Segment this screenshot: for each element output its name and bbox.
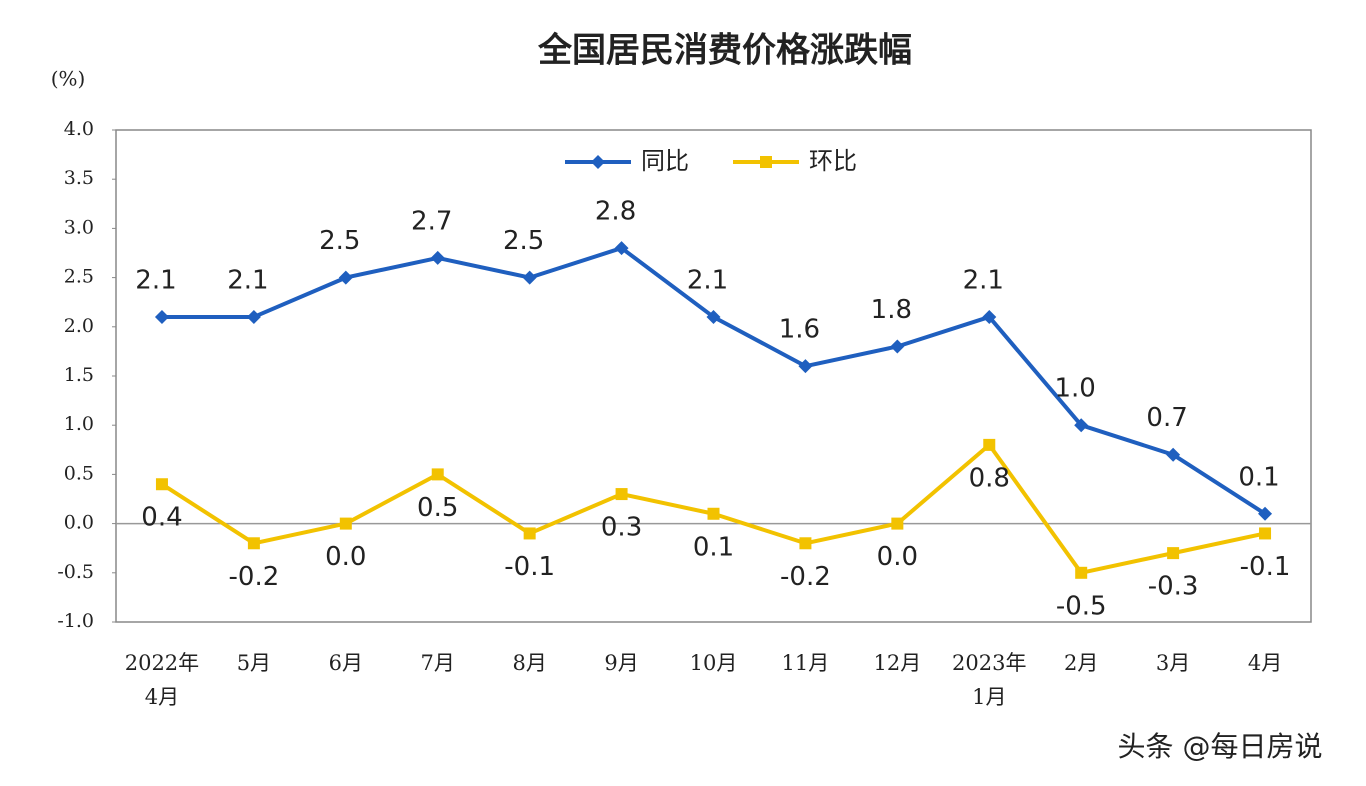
marker bbox=[339, 517, 352, 530]
data-label: 0.1 bbox=[1238, 462, 1279, 492]
data-label: -0.2 bbox=[229, 562, 280, 592]
marker bbox=[431, 468, 444, 481]
y-tick-label: 2.5 bbox=[64, 266, 94, 288]
marker bbox=[891, 517, 904, 530]
x-tick-label: 3月 bbox=[1155, 651, 1191, 675]
marker bbox=[430, 250, 445, 265]
marker bbox=[1074, 418, 1089, 433]
y-tick-label: -0.5 bbox=[57, 561, 94, 583]
marker bbox=[1166, 447, 1181, 462]
marker bbox=[247, 537, 260, 550]
x-tick-label: 2023年 1月 bbox=[952, 651, 1027, 709]
data-label: 1.8 bbox=[871, 295, 912, 325]
data-label: 0.8 bbox=[969, 463, 1010, 493]
data-label: 1.0 bbox=[1055, 374, 1096, 404]
x-tick-label: 7月 bbox=[420, 651, 455, 675]
x-tick-label: 2022年 4月 bbox=[124, 651, 200, 709]
x-tick-label: 11月 bbox=[781, 651, 830, 675]
data-label: 2.1 bbox=[687, 265, 728, 295]
x-tick-label: 5月 bbox=[236, 651, 272, 675]
marker bbox=[338, 270, 353, 285]
legend-label: 环比 bbox=[809, 147, 857, 175]
legend-label: 同比 bbox=[641, 147, 689, 175]
data-label: -0.3 bbox=[1148, 572, 1199, 602]
data-label: 0.0 bbox=[325, 542, 366, 572]
watermark: 头条 @每日房说 bbox=[1118, 730, 1323, 763]
y-tick-label: 4.0 bbox=[64, 118, 94, 140]
data-label: -0.5 bbox=[1056, 591, 1107, 621]
x-tick-label: 8月 bbox=[512, 651, 547, 675]
y-tick-label: 3.0 bbox=[64, 216, 94, 238]
data-label: 0.7 bbox=[1146, 403, 1187, 433]
marker bbox=[982, 309, 997, 324]
x-tick-label: 12月 bbox=[873, 651, 922, 675]
marker bbox=[890, 339, 905, 354]
marker bbox=[246, 309, 261, 324]
chart-title: 全国居民消费价格涨跌幅 bbox=[537, 31, 912, 71]
marker bbox=[154, 309, 169, 324]
data-label: -0.2 bbox=[780, 562, 831, 592]
marker bbox=[798, 359, 813, 374]
y-tick-label: 3.5 bbox=[64, 167, 94, 189]
data-label: 2.5 bbox=[319, 226, 360, 256]
y-axis-label: (%) bbox=[51, 67, 86, 91]
marker bbox=[799, 537, 812, 550]
y-tick-label: 1.5 bbox=[64, 364, 94, 386]
marker bbox=[591, 155, 605, 169]
data-label: 0.0 bbox=[877, 542, 918, 572]
y-tick-label: 1.0 bbox=[64, 413, 94, 435]
data-label: 0.1 bbox=[693, 532, 734, 562]
marker bbox=[760, 156, 772, 168]
x-tick-label: 6月 bbox=[328, 651, 363, 675]
y-tick-label: 2.0 bbox=[64, 315, 94, 337]
data-label: 0.4 bbox=[141, 503, 182, 533]
marker bbox=[1075, 566, 1088, 579]
x-tick-label: 10月 bbox=[689, 651, 738, 675]
x-tick-label: 9月 bbox=[604, 651, 639, 675]
y-tick-label: 0.0 bbox=[64, 512, 94, 534]
marker bbox=[706, 309, 721, 324]
marker bbox=[1167, 547, 1180, 560]
data-label: 2.1 bbox=[135, 265, 176, 295]
marker bbox=[155, 478, 168, 491]
data-label: 2.5 bbox=[503, 226, 544, 256]
marker bbox=[522, 270, 537, 285]
x-tick-label: 2月 bbox=[1064, 651, 1099, 675]
data-label: 2.7 bbox=[411, 206, 452, 236]
data-label: 2.8 bbox=[595, 197, 636, 227]
data-label: -0.1 bbox=[504, 552, 555, 582]
y-tick-label: -1.0 bbox=[57, 610, 94, 632]
data-label: -0.1 bbox=[1240, 552, 1291, 582]
marker bbox=[1258, 506, 1273, 521]
x-tick-label: 4月 bbox=[1247, 651, 1283, 675]
data-label: 2.1 bbox=[963, 265, 1004, 295]
marker bbox=[523, 527, 536, 540]
marker bbox=[615, 488, 628, 501]
data-label: 0.3 bbox=[601, 513, 642, 543]
marker bbox=[614, 241, 629, 256]
marker bbox=[1259, 527, 1272, 540]
data-label: 2.1 bbox=[227, 265, 268, 295]
marker bbox=[707, 507, 720, 520]
y-tick-label: 0.5 bbox=[64, 462, 94, 484]
data-label: 0.5 bbox=[417, 493, 458, 523]
marker bbox=[983, 438, 996, 451]
data-label: 1.6 bbox=[779, 315, 820, 345]
